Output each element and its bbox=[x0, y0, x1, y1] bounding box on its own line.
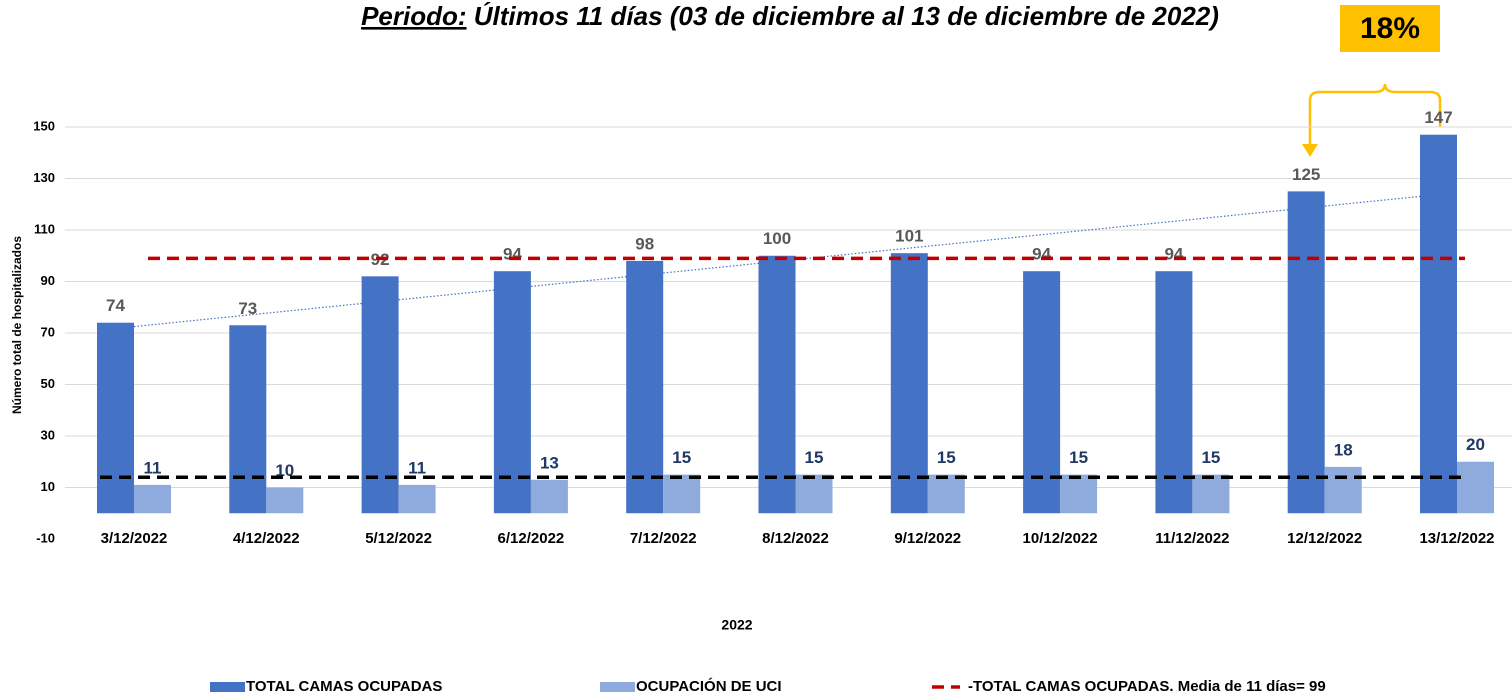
data-label: 11 bbox=[408, 458, 426, 477]
x-axis-label: 2022 bbox=[721, 617, 752, 633]
x-tick-label: 9/12/2022 bbox=[894, 530, 961, 547]
y-tick-label: -10 bbox=[36, 530, 55, 545]
y-tick-label: 70 bbox=[41, 324, 55, 339]
bar bbox=[361, 276, 399, 514]
bar bbox=[1023, 271, 1061, 514]
data-label: 94 bbox=[1032, 245, 1051, 264]
x-tick-label: 6/12/2022 bbox=[498, 530, 565, 547]
data-label: 101 bbox=[895, 227, 923, 246]
bar bbox=[626, 260, 664, 514]
data-label: 15 bbox=[1069, 448, 1088, 467]
bar bbox=[663, 474, 701, 514]
y-tick-label: 10 bbox=[41, 479, 55, 494]
x-tick-label: 3/12/2022 bbox=[101, 530, 168, 547]
legend-label: -TOTAL CAMAS OCUPADAS. Media de 11 días=… bbox=[968, 678, 1326, 695]
legend-label: OCUPACIÓN DE UCI bbox=[636, 677, 782, 695]
data-label: 125 bbox=[1292, 165, 1320, 184]
bar bbox=[1060, 474, 1098, 514]
x-tick-label: 12/12/2022 bbox=[1287, 530, 1362, 547]
data-label: 98 bbox=[635, 234, 654, 253]
bar bbox=[398, 484, 436, 514]
data-label: 73 bbox=[238, 299, 257, 318]
data-label: 13 bbox=[540, 453, 559, 472]
data-label: 15 bbox=[1201, 448, 1220, 467]
data-label: 94 bbox=[503, 245, 522, 264]
arrow-head bbox=[1302, 144, 1318, 157]
annotation: 18% bbox=[1360, 12, 1420, 45]
x-tick-label: 5/12/2022 bbox=[365, 530, 432, 547]
data-label: 18 bbox=[1334, 440, 1353, 459]
x-tick-label: 4/12/2022 bbox=[233, 530, 300, 547]
legend-swatch bbox=[600, 682, 635, 692]
bar bbox=[1155, 271, 1193, 514]
bar bbox=[1324, 466, 1362, 514]
data-label: 11 bbox=[144, 458, 162, 477]
y-tick-label: 30 bbox=[41, 427, 55, 442]
data-label: 20 bbox=[1466, 435, 1485, 454]
legend-swatch bbox=[210, 682, 245, 692]
bar bbox=[97, 322, 134, 514]
y-tick-label: 150 bbox=[33, 118, 55, 133]
data-label: 10 bbox=[275, 461, 294, 480]
y-tick-label: 130 bbox=[33, 170, 55, 185]
bar bbox=[1287, 191, 1325, 514]
data-label: 147 bbox=[1424, 108, 1452, 127]
bar bbox=[890, 253, 928, 514]
data-label: 15 bbox=[672, 448, 691, 467]
bar bbox=[229, 325, 267, 514]
y-tick-label: 110 bbox=[34, 221, 55, 236]
bar bbox=[134, 484, 171, 514]
data-label: 100 bbox=[763, 229, 791, 248]
bar bbox=[1420, 134, 1457, 514]
x-tick-label: 8/12/2022 bbox=[762, 530, 829, 547]
y-tick-label: 90 bbox=[41, 273, 55, 288]
data-label: 74 bbox=[106, 296, 125, 315]
bar bbox=[1457, 461, 1494, 514]
bar bbox=[493, 271, 531, 514]
bracket bbox=[1308, 83, 1442, 145]
bar bbox=[530, 479, 568, 514]
chart-title: Periodo: Últimos 11 días (03 de diciembr… bbox=[361, 1, 1219, 31]
x-tick-label: 11/12/2022 bbox=[1155, 530, 1229, 547]
bar bbox=[927, 474, 965, 514]
data-label: 15 bbox=[805, 448, 824, 467]
trendline bbox=[133, 192, 1458, 328]
bar bbox=[1192, 474, 1230, 514]
y-axis-label: Número total de hospitalizados bbox=[10, 236, 24, 414]
bar bbox=[795, 474, 833, 514]
legend-label: TOTAL CAMAS OCUPADAS bbox=[246, 678, 442, 695]
x-tick-label: 10/12/2022 bbox=[1023, 530, 1098, 547]
y-tick-label: 50 bbox=[41, 376, 55, 391]
bar bbox=[266, 487, 304, 514]
bar bbox=[758, 255, 796, 514]
data-label: 94 bbox=[1164, 245, 1183, 264]
x-tick-label: 7/12/2022 bbox=[630, 530, 697, 547]
data-label: 15 bbox=[937, 448, 956, 467]
x-tick-label: 13/12/2022 bbox=[1419, 530, 1494, 547]
annotation-box bbox=[1340, 5, 1440, 52]
